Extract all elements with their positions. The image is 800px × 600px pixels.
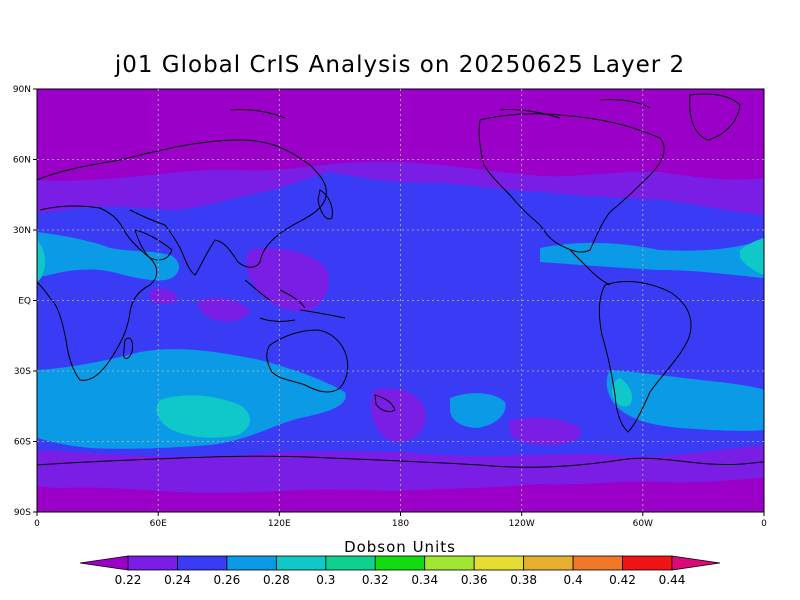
lon-label: 120E xyxy=(268,519,291,529)
colorbar-swatch xyxy=(226,555,277,571)
colorbar-label: 0.36 xyxy=(461,573,488,587)
seasia-outline xyxy=(244,279,346,322)
australia-outline xyxy=(266,329,349,393)
colorbar-label: 0.24 xyxy=(164,573,191,587)
graticule xyxy=(37,89,764,512)
colorbar-label: 0.34 xyxy=(411,573,438,587)
africa-outline xyxy=(37,205,158,381)
colorbar-label: 0.3 xyxy=(316,573,335,587)
lon-label: 180 xyxy=(392,519,409,529)
eurasia-outline xyxy=(37,139,327,276)
sh-samer-cyan-core xyxy=(612,378,632,407)
eq-purple-patch-wpac xyxy=(246,248,329,312)
colorbar-swatch xyxy=(473,555,525,571)
lat-label: 60N xyxy=(13,156,31,166)
colorbar: 0.22 0.24 0.26 0.28 0.3 0.32 0.34 0.36 0.38 0.4 0.… xyxy=(79,555,721,587)
lon-labels: 0 60E 120E 180 120W 60W 0 xyxy=(34,519,767,529)
colorbar-swatch xyxy=(275,555,327,571)
colorbar-arrow-high xyxy=(671,555,721,571)
central-america-outline xyxy=(569,249,611,286)
colorbar-swatch xyxy=(424,555,475,571)
colorbar-label: 0.38 xyxy=(510,573,537,587)
colorbar-label: 0.32 xyxy=(362,573,389,587)
lat-label: 90N xyxy=(13,85,31,95)
colorbar-swatch xyxy=(177,555,228,571)
lat-labels: 90N 60N 30N EQ 30S 60S 90S xyxy=(13,85,31,518)
lon-label: 60W xyxy=(633,519,653,529)
nh-subtropic-cyan-east xyxy=(740,238,764,275)
lon-label: 120W xyxy=(509,519,535,529)
colorbar-swatch xyxy=(325,555,376,571)
nh-subtropic-lightblue-pacific xyxy=(540,240,764,278)
colorbar-label: 0.42 xyxy=(609,573,636,587)
newzealand-outline xyxy=(374,394,396,413)
sh-samer-lightblue xyxy=(606,370,764,431)
colorbar-swatch xyxy=(622,555,673,571)
lat-label: 90S xyxy=(14,508,31,518)
coastlines xyxy=(37,93,764,468)
nh-subtropic-lightblue-west xyxy=(37,232,180,281)
colorbar-swatch xyxy=(572,555,623,571)
south-america-outline xyxy=(598,280,692,433)
madagascar-outline xyxy=(123,337,133,359)
colorbar-label: 0.44 xyxy=(659,573,686,587)
colorbar-label: 0.28 xyxy=(263,573,290,587)
lon-label: 60E xyxy=(150,519,167,529)
lat-label: 60S xyxy=(14,438,31,448)
eq-purple-patch-sea xyxy=(198,298,250,322)
arabia-outline xyxy=(134,229,173,261)
lat-label: 30S xyxy=(14,367,31,377)
lon-label: 0 xyxy=(761,519,767,529)
colorbar-label: 0.22 xyxy=(115,573,142,587)
colorbar-swatch xyxy=(523,555,574,571)
north-america-outline xyxy=(478,113,665,253)
colorbar-arrow-low xyxy=(79,555,129,571)
colorbar-label: 0.26 xyxy=(214,573,241,587)
chart-title: j01 Global CrIS Analysis on 20250625 Lay… xyxy=(114,52,686,78)
lat-label: 30N xyxy=(13,226,31,236)
sh-midlat-cyan xyxy=(156,395,250,438)
sh-purple-patch-pacific xyxy=(370,388,426,442)
colorbar-swatch xyxy=(374,555,426,571)
sh-purple-patch-samer xyxy=(509,417,581,445)
colorbar-title: Dobson Units xyxy=(344,538,456,556)
arctic-islands-outline xyxy=(229,99,651,119)
greenland-outline xyxy=(689,93,741,141)
nh-subtropic-cyan-west xyxy=(37,240,46,282)
axis-ticks xyxy=(33,88,765,516)
lon-label: 0 xyxy=(34,519,40,529)
lat-label: EQ xyxy=(18,297,31,307)
colorbar-swatch xyxy=(127,555,178,571)
antarctica-outline xyxy=(37,455,764,468)
japan-outline xyxy=(317,189,333,220)
colorbar-label: 0.4 xyxy=(564,573,583,587)
sh-pacific-lightblue xyxy=(450,393,506,428)
